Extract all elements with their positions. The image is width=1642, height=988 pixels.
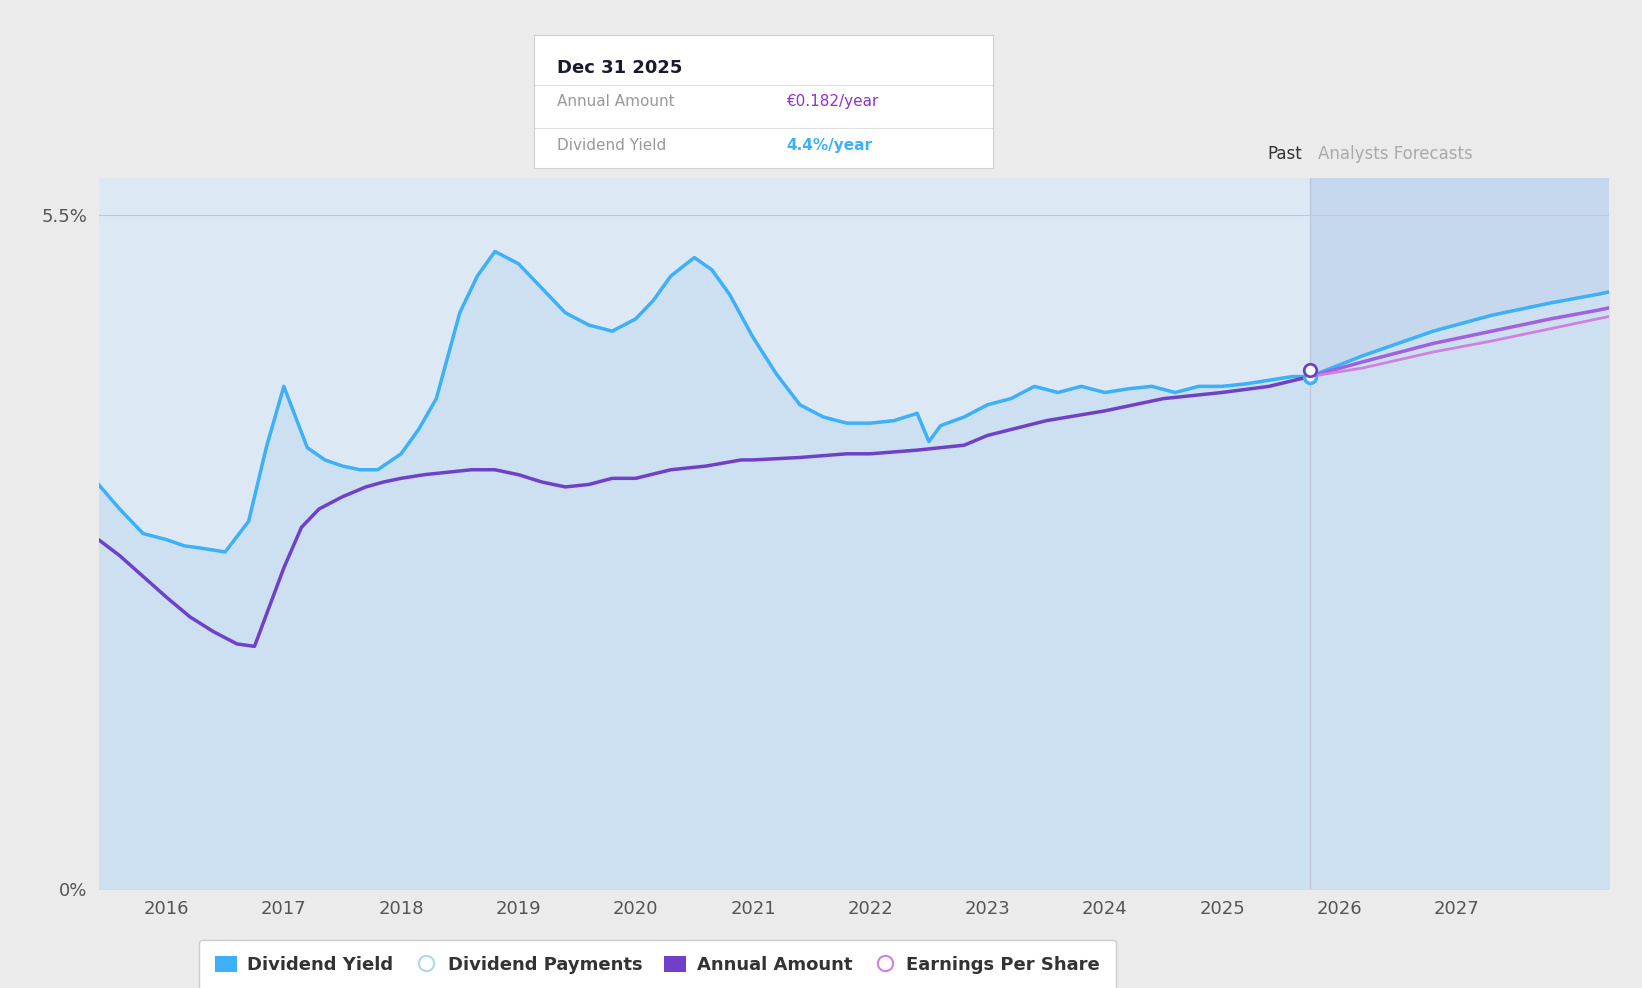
- Text: 4.4%/year: 4.4%/year: [787, 137, 872, 153]
- Bar: [1310, 178, 1642, 889]
- Text: Dividend Yield: Dividend Yield: [557, 137, 667, 153]
- Legend: Dividend Yield, Dividend Payments, Annual Amount, Earnings Per Share: Dividend Yield, Dividend Payments, Annua…: [199, 940, 1117, 988]
- Text: Past: Past: [1268, 145, 1302, 163]
- Text: Dec 31 2025: Dec 31 2025: [557, 58, 681, 77]
- Text: Annual Amount: Annual Amount: [557, 94, 675, 109]
- Text: €0.182/year: €0.182/year: [787, 94, 878, 109]
- Text: Analysts Forecasts: Analysts Forecasts: [1319, 145, 1473, 163]
